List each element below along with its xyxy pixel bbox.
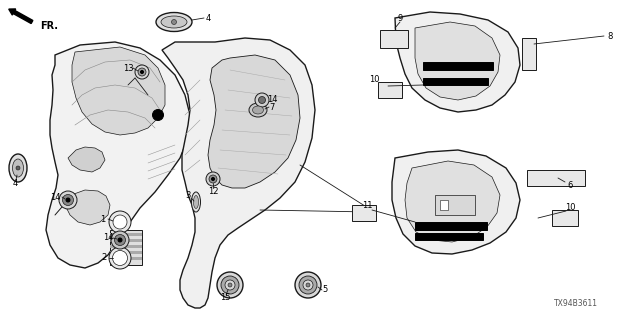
Text: 10: 10 [369,75,380,84]
Circle shape [118,238,122,242]
Ellipse shape [161,16,187,28]
Text: 10: 10 [564,204,575,212]
Ellipse shape [249,103,267,117]
Bar [552,210,578,226]
Circle shape [228,283,232,287]
Polygon shape [162,38,315,308]
Ellipse shape [9,154,27,182]
Circle shape [113,251,127,266]
Ellipse shape [13,159,24,177]
Polygon shape [65,190,110,225]
Text: 9: 9 [397,13,403,22]
Circle shape [59,191,77,209]
Bar [352,205,376,221]
Circle shape [172,20,177,25]
Circle shape [259,97,266,103]
Circle shape [211,178,214,180]
Bar [527,170,585,186]
Bar [415,233,483,240]
Bar [415,222,487,230]
Text: 3: 3 [186,190,191,199]
Polygon shape [395,12,520,112]
Circle shape [299,276,317,294]
Bar [380,30,408,48]
Circle shape [138,68,146,76]
Circle shape [111,231,129,249]
Circle shape [115,235,125,245]
Circle shape [109,211,131,233]
Bar [435,195,475,215]
Circle shape [295,272,321,298]
Bar [110,230,142,265]
Bar [110,251,142,254]
Ellipse shape [191,192,200,212]
Text: 2: 2 [101,253,107,262]
Bar [110,239,142,242]
Text: 1: 1 [100,214,106,223]
Text: 14: 14 [103,234,113,243]
Circle shape [217,272,243,298]
Bar [440,200,448,210]
Circle shape [113,215,127,229]
Circle shape [209,175,217,183]
Circle shape [135,65,149,79]
Bar [423,78,488,85]
Polygon shape [72,47,165,135]
Ellipse shape [253,106,264,114]
Circle shape [63,195,74,205]
Circle shape [152,109,163,121]
Bar [423,62,493,70]
Text: 14: 14 [50,193,60,202]
Polygon shape [392,150,520,254]
Circle shape [306,283,310,287]
Circle shape [221,276,239,294]
Circle shape [255,93,269,107]
Ellipse shape [156,12,192,31]
Text: FR.: FR. [40,21,58,31]
Circle shape [109,247,131,269]
Polygon shape [415,22,500,100]
Polygon shape [405,161,500,242]
Bar [378,82,402,98]
Circle shape [16,166,20,170]
Circle shape [66,198,70,202]
Text: 8: 8 [607,31,612,41]
Text: 5: 5 [323,285,328,294]
Text: TX94B3611: TX94B3611 [554,299,598,308]
Polygon shape [46,42,190,268]
Circle shape [206,172,220,186]
FancyArrow shape [9,9,33,24]
Circle shape [303,280,313,290]
Text: 6: 6 [567,180,573,189]
Text: 7: 7 [269,102,275,111]
Bar [110,233,142,236]
Text: 11: 11 [362,201,372,210]
Circle shape [225,280,235,290]
Text: 12: 12 [208,188,218,196]
Polygon shape [68,147,105,172]
Text: 14: 14 [267,94,277,103]
Bar [110,245,142,248]
Circle shape [141,70,143,74]
Bar [522,38,536,70]
Bar [110,257,142,260]
Ellipse shape [193,196,198,209]
Text: 4: 4 [12,179,18,188]
Text: 4: 4 [205,13,211,22]
Polygon shape [208,55,300,188]
Text: 13: 13 [123,63,133,73]
Text: 15: 15 [220,293,230,302]
